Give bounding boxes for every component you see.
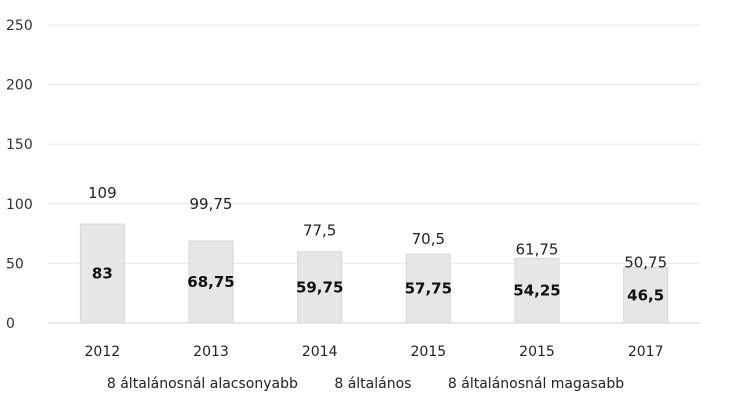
y-tick-label: 250 xyxy=(6,18,33,34)
legend-item-1: 8 általánosnál alacsonyabb xyxy=(106,376,298,392)
bar xyxy=(405,253,451,324)
upper-value-label: 50,75 xyxy=(624,254,667,272)
bar-value-label: 57,75 xyxy=(405,280,452,298)
x-tick-label: 2014 xyxy=(302,344,338,360)
upper-value-label: 109 xyxy=(88,184,117,202)
upper-value-label: 61,75 xyxy=(516,240,559,258)
legend: 8 általánosnál alacsonyabb 8 általános 8… xyxy=(0,376,731,392)
bar-value-label: 59,75 xyxy=(296,278,343,296)
x-axis-ticks: 2012 2013 2014 2015 2015 2017 xyxy=(85,344,664,360)
upper-value-label: 77,5 xyxy=(303,222,336,240)
y-tick-label: 0 xyxy=(6,316,15,332)
upper-value-label: 99,75 xyxy=(190,195,233,213)
x-tick-label: 2015 xyxy=(519,344,555,360)
x-tick-label: 2013 xyxy=(193,344,229,360)
y-tick-label: 100 xyxy=(6,197,33,213)
bar xyxy=(79,223,125,324)
x-tick-label: 2012 xyxy=(85,344,121,360)
bar-value-label: 54,25 xyxy=(513,282,560,300)
bar xyxy=(188,240,234,324)
bar-value-label: 46,5 xyxy=(627,286,664,304)
bar xyxy=(514,257,560,324)
y-tick-label: 150 xyxy=(6,137,33,153)
bar xyxy=(623,267,669,324)
x-tick-label: 2017 xyxy=(628,344,664,360)
legend-item-2: 8 általános xyxy=(334,376,412,392)
gridlines xyxy=(48,24,700,324)
y-tick-label: 50 xyxy=(6,256,24,272)
bar xyxy=(297,251,343,324)
legend-item-3: 8 általánosnál magasabb xyxy=(447,376,625,392)
upper-value-label: 70,5 xyxy=(412,230,445,248)
y-tick-label: 200 xyxy=(6,78,33,94)
bar-value-label: 68,75 xyxy=(187,273,234,291)
x-tick-label: 2015 xyxy=(411,344,447,360)
bar-value-label: 83 xyxy=(92,265,113,283)
bars: 83 109 68,75 99,75 59,75 77,5 57,75 70,5 54,25 61… xyxy=(79,184,669,324)
y-axis-ticks: 0 50 100 150 200 250 xyxy=(6,18,33,332)
